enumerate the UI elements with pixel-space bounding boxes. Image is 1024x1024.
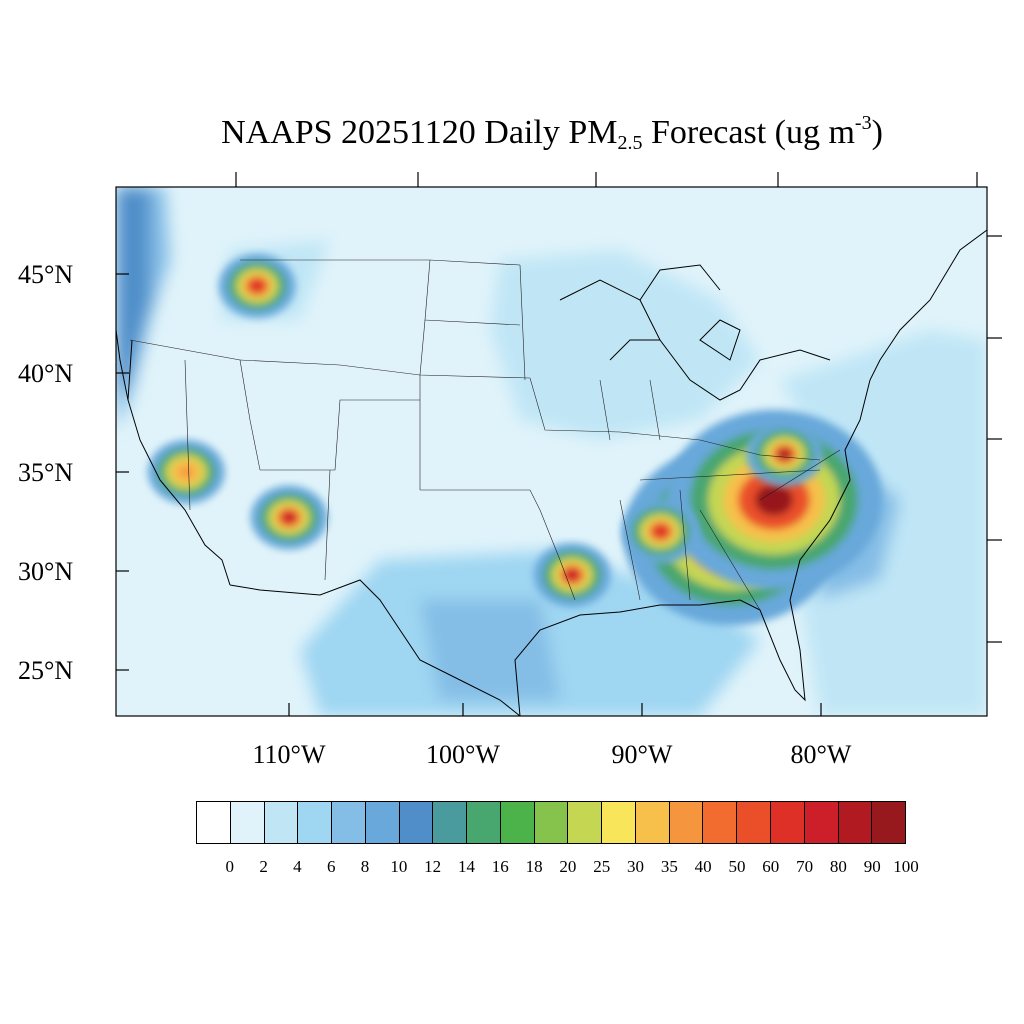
legend-color-box	[298, 802, 333, 843]
legend-color-box	[433, 802, 468, 843]
legend-label: 60	[762, 857, 780, 876]
lat-label-40: 40°N	[18, 359, 74, 388]
legend-label: 18	[525, 857, 543, 876]
legend-label: 80	[829, 857, 847, 876]
legend-label: 35	[660, 857, 678, 876]
lat-label-45: 45°N	[18, 260, 74, 289]
legend-color-box	[534, 802, 569, 843]
hotspot-contour	[777, 448, 792, 461]
legend-color-box	[399, 802, 434, 843]
legend-label: 4	[293, 857, 302, 876]
lon-label-110: 110°W	[252, 740, 326, 769]
legend-color-box	[602, 802, 636, 843]
legend-label: 20	[559, 857, 577, 876]
hotspot-contour	[281, 511, 297, 524]
legend-color-box	[365, 802, 400, 843]
legend-label: 8	[360, 857, 370, 876]
legend-label: 10	[390, 857, 408, 876]
legend-color-box	[737, 802, 772, 843]
map-title: NAAPS 20251120 Daily PM2.5 Forecast (ug …	[0, 112, 1024, 155]
legend-color-box	[197, 802, 231, 843]
legend-color-box	[635, 802, 670, 843]
legend-color-box	[872, 802, 906, 843]
title-prefix: NAAPS 20251120 Daily PM	[221, 114, 618, 151]
lat-label-25: 25°N	[18, 656, 74, 685]
pm25-hotspot	[533, 542, 611, 607]
tick-marks	[116, 172, 1002, 716]
legend-color-box	[568, 802, 603, 843]
lat-label-35: 35°N	[18, 458, 74, 487]
legend-label: 90	[863, 857, 881, 876]
pm25-hotspot	[622, 499, 700, 564]
legend-label: 100	[893, 857, 919, 876]
legend-label: 25	[593, 857, 611, 876]
title-superscript: -3	[854, 112, 872, 134]
legend-color-box	[804, 802, 839, 843]
legend-label: 2	[259, 857, 268, 876]
lon-label-100: 100°W	[426, 740, 500, 769]
hotspot-contour	[754, 483, 794, 516]
legend-color-box	[230, 802, 265, 843]
legend-label: 6	[326, 857, 336, 876]
hotspot-contour	[179, 466, 194, 478]
legend-color-box	[703, 802, 738, 843]
lon-label-80: 80°W	[790, 740, 852, 769]
map-field	[116, 187, 987, 716]
legend-color-box	[467, 802, 501, 843]
hotspot-contour	[249, 279, 265, 292]
legend-label: 14	[457, 857, 475, 876]
pm25-hotspot	[147, 440, 225, 504]
title-subscript: 2.5	[617, 132, 643, 154]
legend-color-box	[838, 802, 873, 843]
color-legend	[196, 801, 906, 844]
map-frame	[115, 186, 988, 717]
legend-color-box	[332, 802, 366, 843]
lon-label-90: 90°W	[611, 740, 673, 769]
title-middle: Forecast (ug m	[642, 114, 855, 151]
legend-label: 0	[225, 857, 235, 876]
lat-label-30: 30°N	[18, 557, 74, 586]
legend-label: 70	[796, 857, 814, 876]
title-suffix: )	[871, 114, 883, 151]
hotspot-contour	[565, 568, 580, 581]
legend-color-box	[669, 802, 704, 843]
legend-label: 40	[694, 857, 712, 876]
legend-color-box	[771, 802, 805, 843]
pm25-hotspot	[218, 253, 296, 318]
legend-label: 16	[491, 857, 509, 876]
legend-label: 12	[424, 857, 442, 876]
legend-color-box	[264, 802, 299, 843]
pm25-hotspot	[250, 485, 328, 550]
hotspot-contour	[653, 525, 668, 538]
legend-color-box	[500, 802, 535, 843]
legend-label: 50	[728, 857, 746, 876]
legend-label: 30	[627, 857, 645, 876]
